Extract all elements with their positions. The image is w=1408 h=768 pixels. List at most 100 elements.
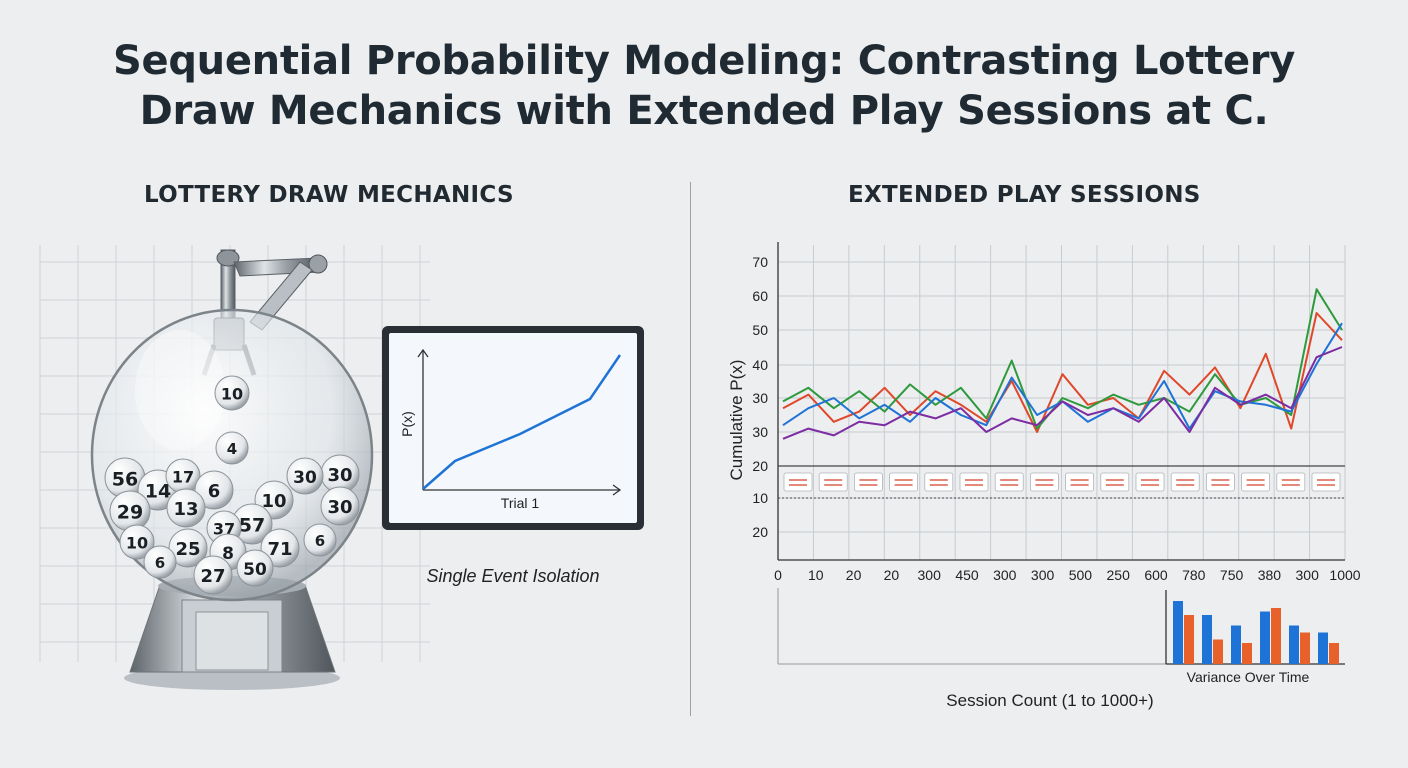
globe-ball: 30	[286, 457, 324, 495]
globe-ball: 29	[109, 490, 151, 532]
y-tick-label: 10	[752, 490, 768, 506]
extended-play-chart: 70 60 50 40 30 30 20 10 20 0 10 20 20 300 450 300 300 50…	[727, 242, 1361, 710]
title-line-1: Sequential Probability Modeling: Contras…	[112, 38, 1296, 84]
single-event-caption: Single Event Isolation	[426, 566, 599, 586]
variance-bar	[1184, 615, 1194, 664]
globe-ball-label: 30	[327, 497, 352, 518]
session-tag	[783, 472, 813, 492]
variance-bar	[1260, 611, 1270, 664]
lottery-machine-base	[124, 576, 340, 690]
globe-ball-label: 30	[327, 465, 352, 486]
globe-ball-label: 29	[117, 502, 143, 524]
variance-label: Variance Over Time	[1187, 669, 1310, 685]
y-tick-label: 70	[752, 254, 768, 270]
variance-bar	[1231, 625, 1241, 664]
right-series-lines	[782, 288, 1343, 440]
left-section-heading: LOTTERY DRAW MECHANICS	[144, 182, 514, 208]
dropping-ball: 10	[214, 375, 250, 411]
globe-ball-label: 6	[155, 554, 165, 572]
globe-ball: 30	[320, 486, 360, 526]
x-tick-label: 0	[774, 567, 782, 583]
variance-bar	[1329, 643, 1339, 664]
session-tag	[889, 472, 918, 492]
globe-ball-label: 57	[239, 515, 265, 537]
globe-ball: 17	[165, 458, 201, 494]
y-tick-label: 50	[752, 322, 768, 338]
variance-bar	[1202, 615, 1212, 664]
y-tick-label: 20	[752, 458, 768, 474]
right-y-ticks: 70 60 50 40 30 30 20 10 20	[752, 254, 768, 540]
y-tick-label: 40	[752, 357, 768, 373]
x-tick-label: 450	[955, 567, 979, 583]
series-line-0	[782, 312, 1343, 433]
session-tag	[994, 472, 1024, 492]
dropping-balls: 10 4	[214, 375, 250, 465]
variance-bars	[1173, 601, 1339, 664]
session-tag	[1276, 472, 1306, 492]
globe-ball: 50	[236, 549, 274, 587]
globe-ball-label: 17	[172, 467, 194, 486]
x-tick-label: 10	[808, 567, 824, 583]
x-tick-label: 600	[1144, 567, 1168, 583]
page-title: Sequential Probability Modeling: Contras…	[0, 36, 1408, 136]
variance-bar	[1271, 608, 1281, 664]
globe-ball: 30	[320, 454, 360, 494]
globe-ball-label: 13	[173, 499, 198, 520]
right-section-heading: EXTENDED PLAY SESSIONS	[848, 182, 1201, 208]
globe-ball: 27	[193, 555, 233, 595]
variance-bar	[1242, 643, 1252, 664]
session-tag	[1241, 472, 1270, 492]
session-tag-row	[783, 472, 1341, 492]
variance-bar	[1173, 601, 1183, 664]
title-line-2: Draw Mechanics with Extended Play Sessio…	[139, 88, 1269, 134]
globe-ball-label: 14	[145, 481, 171, 503]
globe-ball-label: 6	[315, 532, 325, 550]
globe-ball: 6	[303, 523, 337, 557]
session-tag	[924, 472, 954, 492]
session-tag	[818, 472, 848, 492]
x-tick-label: 300	[1296, 567, 1320, 583]
session-tag	[1030, 472, 1059, 492]
x-tick-label: 300	[1031, 567, 1055, 583]
globe-ball-label: 10	[126, 533, 148, 552]
variance-bar	[1289, 625, 1299, 664]
session-tag	[854, 472, 883, 492]
x-tick-label: 750	[1220, 567, 1244, 583]
globe-ball: 10	[119, 524, 155, 560]
x-tick-label: 780	[1182, 567, 1206, 583]
globe-ball-label: 10	[261, 491, 286, 512]
session-tag	[1100, 472, 1130, 492]
globe-ball-label: 6	[208, 481, 221, 502]
globe-ball-label: 30	[293, 468, 317, 488]
dropping-ball: 4	[215, 431, 249, 465]
y-tick-label: 30	[752, 390, 768, 406]
globe-ball: 71	[260, 528, 300, 568]
globe-ball: 56	[104, 457, 146, 499]
globe-ball-label: 25	[175, 539, 200, 560]
globe-ball-label: 27	[200, 566, 225, 587]
globe-ball-label: 8	[222, 544, 234, 564]
inset-monitor: P(x) Trial 1	[382, 326, 644, 530]
y-tick-label: 60	[752, 288, 768, 304]
right-y-label: Cumulative P(x)	[727, 360, 746, 481]
globe-ball: 6	[194, 470, 234, 510]
section-divider	[690, 182, 691, 716]
y-tick-label: 20	[752, 524, 768, 540]
globe-ball: 25	[168, 528, 208, 568]
x-tick-label: 300	[918, 567, 942, 583]
x-tick-label: 1000	[1329, 567, 1360, 583]
session-tag	[1206, 472, 1235, 492]
x-tick-label: 300	[993, 567, 1017, 583]
right-x-ticks: 0 10 20 20 300 450 300 300 500 250 600 780 750 380 300…	[774, 567, 1361, 583]
globe-ball-label: 56	[112, 469, 138, 491]
variance-bar	[1300, 632, 1310, 664]
series-line-3	[782, 346, 1343, 440]
session-tag	[1135, 472, 1165, 492]
globe-ball-label: 71	[267, 539, 292, 560]
dropping-ball-label: 4	[227, 440, 237, 458]
inset-x-label: Trial 1	[501, 495, 540, 511]
dropping-ball-label: 10	[221, 384, 243, 403]
series-line-1	[782, 288, 1343, 430]
